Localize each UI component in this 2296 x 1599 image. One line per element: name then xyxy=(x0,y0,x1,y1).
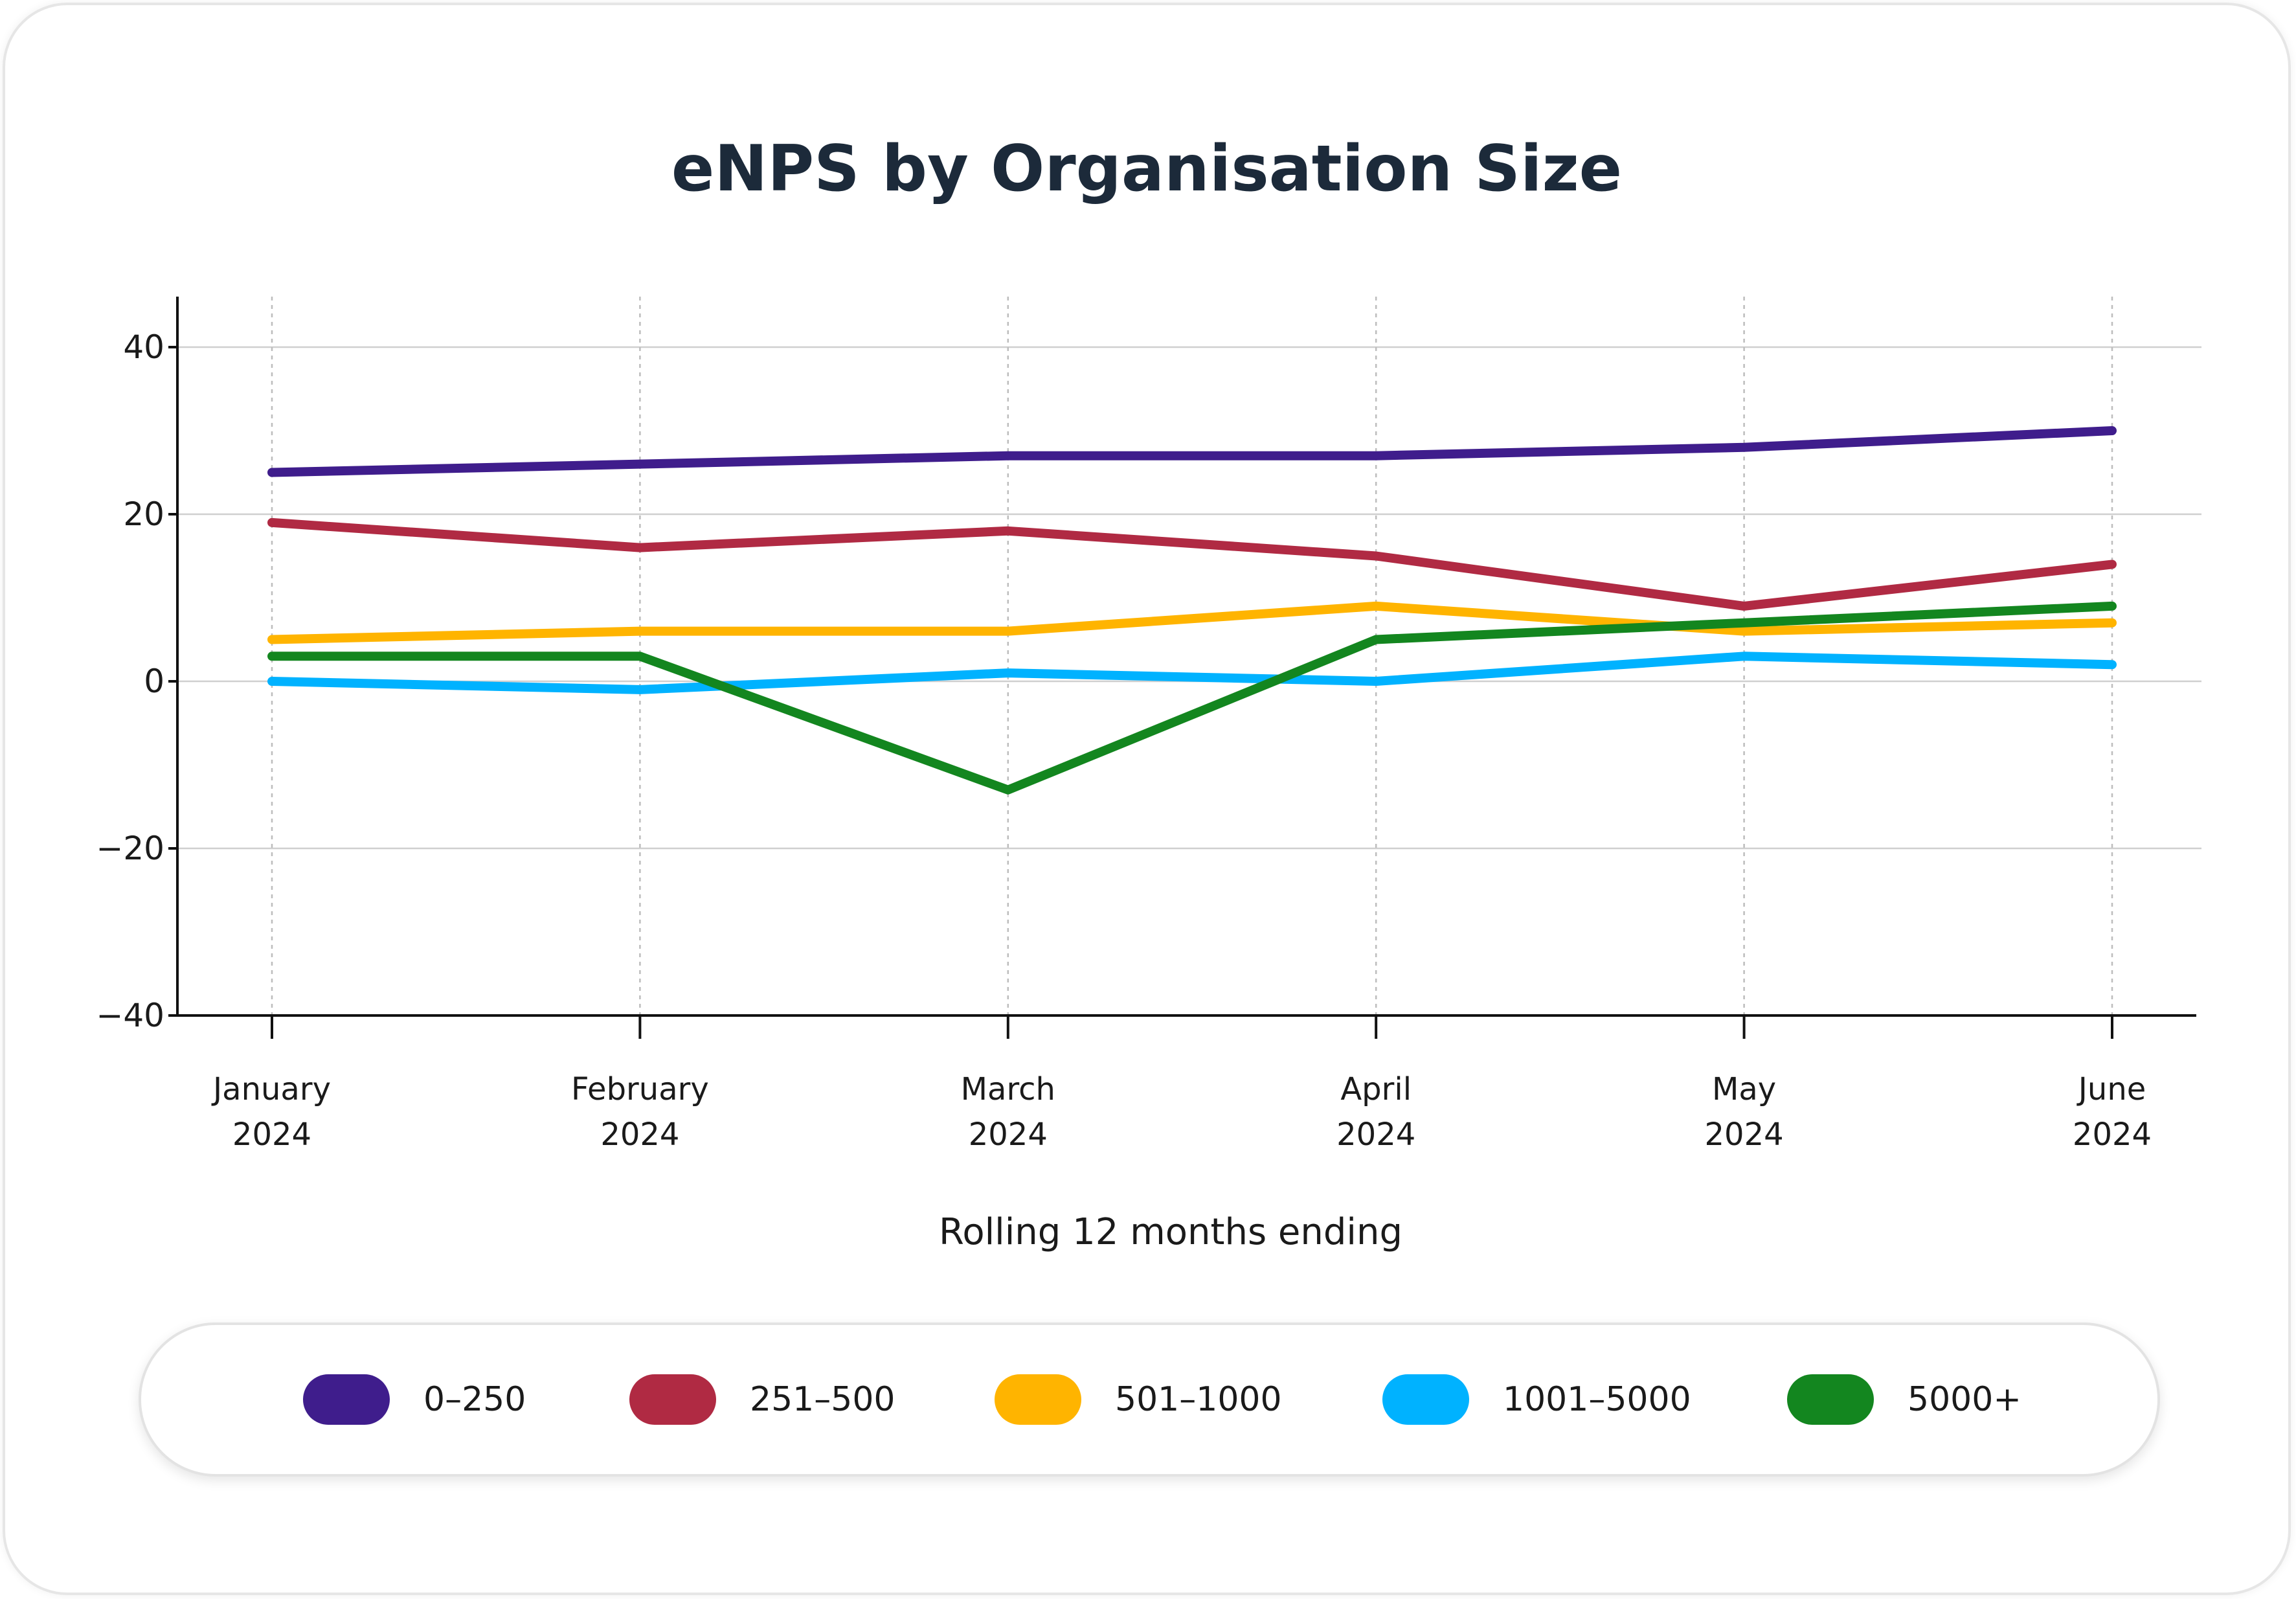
legend-label: 251–500 xyxy=(750,1380,895,1419)
data-point xyxy=(1004,628,1011,635)
legend-label: 1001–5000 xyxy=(1503,1380,1691,1419)
legend-item: 1001–5000 xyxy=(1382,1325,1691,1474)
data-point xyxy=(269,653,275,660)
data-point xyxy=(1740,628,1748,635)
data-point xyxy=(2109,427,2115,434)
legend-swatch xyxy=(303,1374,390,1425)
series-line xyxy=(267,601,2117,644)
data-point xyxy=(1004,670,1011,677)
legend-label: 0–250 xyxy=(423,1380,526,1419)
data-point xyxy=(2109,561,2115,568)
data-point xyxy=(1004,452,1011,459)
legend-item: 501–1000 xyxy=(995,1325,1282,1474)
series-line xyxy=(267,426,2117,477)
legend-label: 5000+ xyxy=(1908,1380,2021,1419)
data-point xyxy=(636,653,644,660)
x-tick-label: March xyxy=(961,1071,1055,1107)
data-point xyxy=(1740,653,1748,660)
legend-swatch xyxy=(995,1374,1081,1425)
line-chart: 40 20 0 −20 −40 January 2024 February 2024 March 2… xyxy=(96,297,2201,1153)
y-tick-label: −20 xyxy=(96,830,164,867)
data-point xyxy=(269,469,275,476)
chart-legend: 0–250 251–500 501–1000 1001–5000 5000+ xyxy=(139,1322,2160,1477)
data-point xyxy=(1373,636,1380,643)
data-point xyxy=(1373,452,1380,459)
data-point xyxy=(1373,552,1380,560)
data-point xyxy=(636,686,644,693)
data-point xyxy=(2109,619,2115,626)
y-tick-label: 0 xyxy=(144,663,164,700)
data-point xyxy=(2109,602,2115,609)
series-line xyxy=(267,517,2117,611)
data-point xyxy=(1740,602,1748,609)
x-tick-label: 2024 xyxy=(2073,1117,2152,1153)
y-tick-label: 40 xyxy=(123,328,164,366)
x-tick-label: February xyxy=(571,1071,709,1107)
series-line xyxy=(267,652,2117,694)
data-point xyxy=(1740,444,1748,451)
data-point xyxy=(1004,786,1011,793)
data-point xyxy=(1373,678,1380,685)
x-tick-label: January xyxy=(211,1071,331,1107)
data-point xyxy=(636,544,644,551)
x-tick-label: 2024 xyxy=(969,1117,1048,1153)
legend-swatch xyxy=(1787,1374,1874,1425)
data-point xyxy=(269,519,275,526)
legend-item: 5000+ xyxy=(1787,1325,2021,1474)
x-tick-label: 2024 xyxy=(600,1117,679,1153)
chart-card: eNPS by Organisation Size 40 20 0 −20 −40 Jan… xyxy=(3,3,2291,1595)
x-tick-label: 2024 xyxy=(1336,1117,1415,1153)
chart-title: eNPS by Organisation Size xyxy=(671,132,1623,206)
y-tick-label: −40 xyxy=(96,997,164,1034)
data-point xyxy=(269,678,275,685)
y-tick-label: 20 xyxy=(123,495,164,533)
data-point xyxy=(636,628,644,635)
x-tick-label: June xyxy=(2077,1071,2146,1107)
x-tick-label: 2024 xyxy=(1705,1117,1784,1153)
series-line xyxy=(267,601,2117,795)
data-point xyxy=(1740,619,1748,626)
data-point xyxy=(2109,661,2115,668)
x-tick-label: May xyxy=(1712,1071,1776,1107)
legend-label: 501–1000 xyxy=(1115,1380,1282,1419)
legend-item: 0–250 xyxy=(303,1325,526,1474)
data-point xyxy=(1373,602,1380,609)
x-tick-label: 2024 xyxy=(232,1117,311,1153)
legend-swatch xyxy=(1382,1374,1469,1425)
x-tick-label: April xyxy=(1340,1071,1412,1107)
data-point xyxy=(636,460,644,468)
legend-item: 251–500 xyxy=(629,1325,895,1474)
data-point xyxy=(1004,527,1011,534)
legend-swatch xyxy=(629,1374,716,1425)
data-point xyxy=(269,636,275,643)
x-axis-label: Rolling 12 months ending xyxy=(938,1211,1403,1253)
